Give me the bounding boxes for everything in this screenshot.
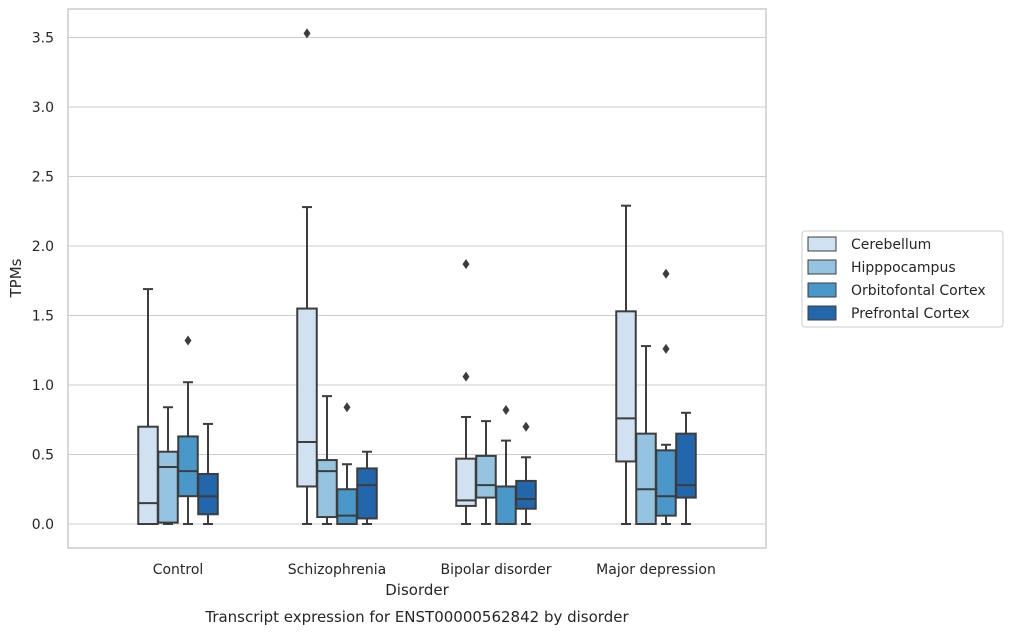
box-group [177, 335, 199, 525]
outlier-point [522, 421, 530, 432]
box-iqr [197, 472, 219, 516]
outlier-point [462, 259, 470, 270]
outlier-point [662, 343, 670, 354]
box-group [296, 28, 318, 525]
box-group [455, 259, 477, 525]
y-axis-ticks: 0.0 0.5 1.0 1.5 2.0 2.5 3.0 3.5 [32, 31, 54, 534]
chart-caption: Transcript expression for ENST0000056284… [204, 608, 629, 626]
x-tick-label: Bipolar disorder [440, 562, 551, 578]
outlier-point [184, 335, 192, 346]
box-iqr [675, 432, 697, 499]
box-iqr [336, 488, 358, 525]
box-group [615, 204, 637, 525]
legend-label: Orbitofontal Cortex [851, 283, 986, 299]
box-iqr [356, 467, 378, 520]
y-tick-label: 1.0 [32, 378, 54, 394]
box-group [635, 345, 657, 525]
y-tick-label: 2.0 [32, 239, 54, 255]
box-group [316, 395, 338, 525]
box-iqr [137, 425, 159, 526]
y-tick-label: 0.5 [32, 448, 54, 464]
box-iqr [177, 435, 199, 498]
legend-label: Cerebellum [851, 237, 931, 253]
legend-swatch [807, 259, 837, 275]
outlier-point [462, 371, 470, 382]
box-iqr [635, 432, 657, 525]
box-iqr [655, 449, 677, 517]
box-group [356, 450, 378, 525]
box-iqr [475, 454, 497, 499]
y-tick-label: 3.0 [32, 100, 54, 116]
x-axis-ticks: Control Schizophrenia Bipolar disorder Majo… [153, 562, 716, 578]
box-group [197, 422, 219, 525]
box-iqr [495, 485, 517, 525]
outlier-point [502, 405, 510, 416]
box-iqr [157, 450, 179, 524]
box-group [475, 420, 497, 525]
boxes-layer [137, 28, 697, 526]
box-iqr [296, 307, 318, 488]
y-tick-label: 0.0 [32, 517, 54, 533]
box-group [675, 411, 697, 525]
box-group [157, 406, 179, 525]
legend-label: Hipppocampus [851, 260, 956, 276]
x-axis-title: Disorder [385, 581, 449, 599]
box-group [336, 402, 358, 525]
box-group [137, 288, 159, 526]
outlier-point [343, 402, 351, 413]
box-iqr [615, 310, 637, 463]
box-group [655, 268, 677, 525]
legend-swatch [807, 282, 837, 298]
box-group [495, 405, 517, 525]
box-iqr [455, 457, 477, 507]
outlier-point [303, 28, 311, 39]
plot-frame [67, 8, 767, 549]
legend-swatch [807, 305, 837, 321]
y-tick-label: 2.5 [32, 170, 54, 186]
box-group [515, 421, 537, 525]
legend: Cerebellum Hipppocampus Orbitofontal Corte… [801, 230, 1004, 328]
y-tick-label: 3.5 [32, 31, 54, 47]
box-iqr [515, 479, 537, 510]
legend-swatch [807, 236, 837, 252]
x-tick-label: Major depression [596, 562, 716, 578]
y-axis-title: TPMs [7, 258, 25, 298]
legend-frame [801, 230, 1004, 328]
box-iqr [316, 459, 338, 519]
y-tick-label: 1.5 [32, 309, 54, 325]
x-tick-label: Control [153, 562, 204, 578]
x-tick-label: Schizophrenia [288, 562, 386, 578]
legend-label: Prefrontal Cortex [851, 306, 970, 322]
outlier-point [662, 268, 670, 279]
